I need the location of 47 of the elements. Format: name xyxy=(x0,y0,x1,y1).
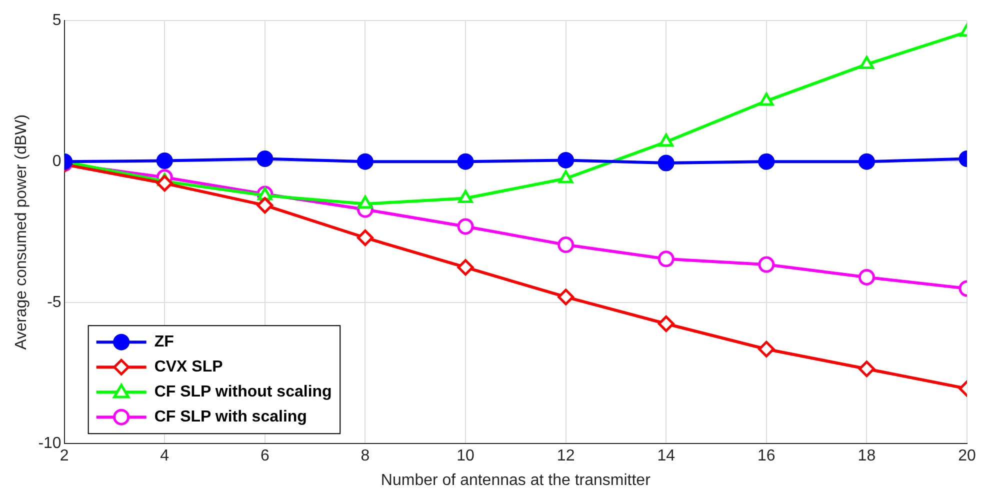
point xyxy=(759,92,774,106)
point xyxy=(558,236,574,254)
y-axis-title: Average consumed power (dBW) xyxy=(13,114,30,350)
x-tick-label: 2 xyxy=(60,448,69,465)
point xyxy=(658,134,674,147)
point xyxy=(356,229,374,246)
point xyxy=(256,150,274,168)
point xyxy=(558,170,574,184)
point xyxy=(156,175,173,192)
point xyxy=(658,250,674,268)
point xyxy=(859,56,874,70)
point xyxy=(458,190,473,204)
point xyxy=(758,340,775,358)
point xyxy=(356,153,374,170)
point xyxy=(858,360,875,378)
legend-label: CF SLP without scaling xyxy=(154,384,332,401)
x-tick-label: 10 xyxy=(456,448,475,465)
point xyxy=(858,268,875,286)
point xyxy=(457,218,474,235)
point xyxy=(256,197,274,214)
legend-label: CF SLP with scaling xyxy=(154,408,307,426)
point xyxy=(758,153,775,170)
y-tick-label: 0 xyxy=(52,153,62,170)
y-tick-label: -10 xyxy=(38,435,62,452)
y-tick-label: -5 xyxy=(47,294,62,312)
x-tick-label: 8 xyxy=(360,448,370,465)
point xyxy=(858,153,875,170)
point xyxy=(558,152,574,168)
legend-label: ZF xyxy=(154,334,174,351)
point xyxy=(156,152,173,170)
x-tick-label: 20 xyxy=(958,448,976,465)
point xyxy=(658,316,674,332)
point xyxy=(758,256,775,273)
x-tick-label: 12 xyxy=(556,448,575,465)
point xyxy=(558,288,574,306)
legend-label: CVX SLP xyxy=(154,358,224,376)
point xyxy=(658,154,674,172)
x-tick-label: 16 xyxy=(758,448,776,465)
y-tick-label: 5 xyxy=(52,12,62,30)
x-axis-title: Number of antennas at the transmitter xyxy=(380,472,652,489)
x-tick-label: 14 xyxy=(657,448,676,465)
x-tick-label: 6 xyxy=(260,448,270,465)
point xyxy=(457,259,474,276)
point xyxy=(358,196,373,209)
x-tick-label: 4 xyxy=(160,448,170,465)
point xyxy=(457,153,474,170)
x-tick-label: 18 xyxy=(858,448,876,465)
